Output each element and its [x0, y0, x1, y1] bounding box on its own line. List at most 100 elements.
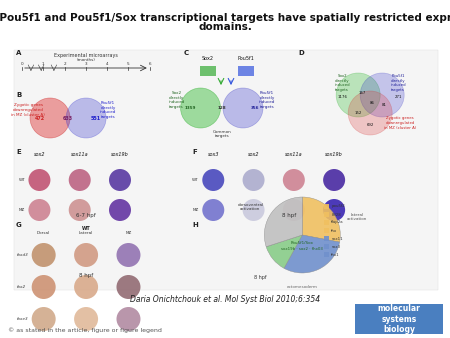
Text: E: E [16, 149, 21, 155]
Circle shape [32, 243, 56, 267]
Circle shape [243, 199, 265, 221]
Text: © as stated in the article, figure or figure legend: © as stated in the article, figure or fi… [8, 327, 162, 333]
Circle shape [109, 199, 131, 221]
Text: B: B [16, 92, 21, 98]
Text: 1: 1 [42, 62, 45, 66]
Text: Pou5f1
directly
induced
targets: Pou5f1 directly induced targets [259, 91, 275, 109]
Text: Pou5f1
directly
induced
targets: Pou5f1 directly induced targets [390, 74, 406, 92]
Text: dorsoventral
activation: dorsoventral activation [237, 203, 263, 211]
Circle shape [74, 275, 98, 299]
Text: 472: 472 [35, 116, 45, 121]
Text: H: H [192, 222, 198, 228]
Circle shape [74, 307, 98, 331]
Text: ectomesoderm: ectomesoderm [287, 285, 318, 289]
Circle shape [360, 73, 404, 117]
Text: A: A [16, 50, 22, 56]
Circle shape [180, 88, 220, 128]
Text: Common
targets: Common targets [212, 130, 231, 138]
Text: 86: 86 [370, 101, 374, 105]
Circle shape [348, 91, 392, 135]
Circle shape [74, 243, 98, 267]
Text: 6-7 hpf: 6-7 hpf [76, 213, 96, 217]
Text: 3: 3 [85, 62, 87, 66]
Bar [200, 66, 216, 76]
Circle shape [69, 169, 91, 191]
Text: Daria Onichtchouk et al. Mol Syst Biol 2010;6:354: Daria Onichtchouk et al. Mol Syst Biol 2… [130, 295, 320, 305]
Bar [324, 220, 329, 225]
Text: fox2: fox2 [17, 285, 26, 289]
Text: klf28: klf28 [331, 213, 341, 217]
Text: sox11a: sox11a [71, 151, 89, 156]
Text: 5: 5 [127, 62, 130, 66]
Wedge shape [302, 197, 340, 242]
Circle shape [283, 199, 305, 221]
Circle shape [223, 88, 263, 128]
Text: 1359: 1359 [185, 106, 196, 110]
Text: MZ: MZ [192, 208, 198, 212]
Text: fhx1: fhx1 [331, 252, 340, 257]
Text: 692: 692 [366, 123, 374, 127]
Text: Pou5f1/Sox: Pou5f1/Sox [291, 241, 314, 245]
Bar [324, 204, 329, 209]
Text: G: G [16, 222, 22, 228]
Circle shape [28, 199, 50, 221]
Text: WT: WT [82, 225, 90, 231]
Text: 8 hpf: 8 hpf [254, 274, 267, 280]
Text: WT: WT [192, 178, 198, 182]
Text: pou5f2: pou5f2 [331, 204, 345, 209]
Text: F: F [192, 149, 197, 155]
Bar [14, 50, 438, 290]
Text: 4: 4 [106, 62, 108, 66]
Text: Sox2
directly
induced
targets: Sox2 directly induced targets [334, 74, 350, 92]
Text: sox19b: sox19b [325, 151, 343, 156]
Text: foxd3: foxd3 [17, 253, 29, 257]
Text: WT: WT [19, 178, 26, 182]
Text: 633: 633 [63, 116, 73, 121]
Bar [324, 244, 329, 249]
Text: sox19b · sox2 · fhx03: sox19b · sox2 · fhx03 [281, 247, 323, 251]
Text: foxe3: foxe3 [17, 317, 29, 321]
Circle shape [202, 199, 224, 221]
Wedge shape [284, 235, 340, 273]
Text: 8 hpf: 8 hpf [79, 272, 93, 277]
Circle shape [323, 169, 345, 191]
Text: Sox2
directly
induced
targets: Sox2 directly induced targets [168, 91, 185, 109]
Circle shape [28, 169, 50, 191]
Text: C: C [184, 50, 189, 56]
Text: Experimental microarrays: Experimental microarrays [54, 52, 118, 57]
Circle shape [336, 73, 380, 117]
Text: 152: 152 [355, 111, 362, 115]
Circle shape [283, 169, 305, 191]
Text: sox19b: sox19b [111, 151, 129, 156]
Text: molecular
systems
biology: molecular systems biology [378, 304, 420, 334]
Circle shape [117, 307, 140, 331]
Circle shape [66, 98, 106, 138]
Text: 167: 167 [359, 91, 366, 95]
Text: (months): (months) [76, 58, 95, 62]
Text: 0: 0 [21, 62, 23, 66]
Circle shape [32, 307, 56, 331]
Bar [238, 66, 254, 76]
Bar [324, 212, 329, 217]
Text: 81: 81 [382, 103, 387, 107]
Circle shape [117, 243, 140, 267]
Text: 128: 128 [217, 106, 226, 110]
Text: sox11: sox11 [331, 237, 343, 241]
Circle shape [69, 199, 91, 221]
Text: 8 hpf: 8 hpf [283, 213, 297, 217]
Circle shape [117, 275, 140, 299]
Text: D: D [298, 50, 304, 56]
Text: Sox2: Sox2 [202, 55, 214, 61]
Text: Direct Pou5f1 and Pou5f1/Sox transcriptional targets have spatially restricted e: Direct Pou5f1 and Pou5f1/Sox transcripti… [0, 13, 450, 23]
Text: tfap2a: tfap2a [331, 220, 344, 224]
Text: 6: 6 [148, 62, 151, 66]
Text: sox3: sox3 [331, 244, 341, 248]
Wedge shape [264, 197, 302, 247]
Circle shape [243, 169, 265, 191]
Circle shape [30, 98, 70, 138]
Bar [324, 228, 329, 233]
Circle shape [32, 275, 56, 299]
FancyBboxPatch shape [355, 304, 443, 334]
Circle shape [109, 169, 131, 191]
Text: lateral
activation: lateral activation [347, 213, 368, 221]
